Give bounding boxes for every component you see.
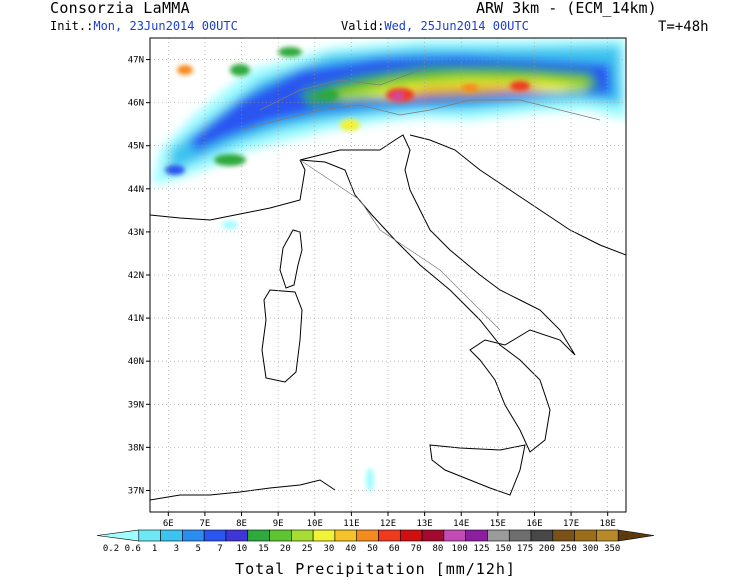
lon-tick-label: 13E: [416, 519, 432, 529]
lon-tick-label: 6E: [163, 519, 174, 529]
lat-tick-label: 47N: [128, 56, 144, 66]
colorbar-level-label: 60: [389, 544, 400, 554]
colorbar-level-label: 80: [432, 544, 443, 554]
colorbar-swatch: [552, 529, 575, 542]
colorbar-level-label: 20: [280, 544, 291, 554]
init-label: Init.:: [50, 19, 94, 33]
colorbar-level-label: 1: [152, 544, 157, 554]
lon-tick-label: 7E: [200, 519, 211, 529]
colorbar-level-label: 10: [236, 544, 247, 554]
colorbar-level-label: 150: [495, 544, 511, 554]
colorbar-level-label: 300: [582, 544, 598, 554]
colorbar-swatch: [225, 529, 249, 542]
colorbar-level-label: 7: [217, 544, 222, 554]
colorbar-swatch: [487, 529, 510, 542]
gridlines: [150, 38, 626, 512]
lat-tick-label: 41N: [128, 314, 144, 324]
colorbar-swatch: [312, 529, 336, 542]
axis-ticks: 6E 7E 8E 9E 10E 11E 12E 13E 14E 15E 16E 17E 18E 47N 46…: [128, 56, 616, 529]
colorbar-swatch: [530, 529, 554, 542]
colorbar-swatch: [508, 529, 532, 542]
colorbar-level-label: 100: [452, 544, 468, 554]
precip-field: [152, 38, 626, 492]
init-value: Mon, 23Jun2014 00UTC: [93, 19, 238, 33]
lat-tick-label: 38N: [128, 443, 144, 453]
lat-tick-label: 43N: [128, 228, 144, 238]
lon-tick-label: 16E: [526, 519, 542, 529]
valid-value: Wed, 25Jun2014 00UTC: [384, 19, 529, 33]
colorbar-swatch: [96, 529, 140, 542]
lat-tick-label: 44N: [128, 185, 144, 195]
colorbar-level-label: 125: [473, 544, 489, 554]
colorbar-level-label: 200: [539, 544, 555, 554]
colorbar-swatch: [399, 529, 423, 542]
lon-tick-label: 14E: [453, 519, 469, 529]
lat-tick-label: 42N: [128, 271, 144, 281]
colorbar-level-label: 0.6: [125, 544, 141, 554]
colorbar-level-label: 25: [302, 544, 313, 554]
colorbar-title: Total Precipitation [mm/12h]: [235, 560, 516, 578]
lat-tick-label: 37N: [128, 486, 144, 496]
lat-tick-label: 40N: [128, 357, 144, 367]
colorbar-level-label: 175: [517, 544, 533, 554]
colorbar-swatch: [247, 529, 270, 542]
init-time: Init.:Mon, 23Jun2014 00UTC: [50, 20, 238, 32]
organization-title: Consorzia LaMMA: [50, 0, 190, 17]
lat-tick-label: 39N: [128, 400, 144, 410]
model-title: ARW 3km - (ECM_14km): [476, 0, 657, 17]
lon-tick-label: 8E: [236, 519, 247, 529]
colorbar-swatch: [465, 529, 488, 542]
lon-tick-label: 10E: [307, 519, 323, 529]
valid-label: Valid:: [341, 19, 385, 33]
valid-time: Valid:Wed, 25Jun2014 00UTC: [341, 20, 529, 32]
lon-tick-label: 15E: [490, 519, 506, 529]
lat-tick-label: 46N: [128, 99, 144, 109]
colorbar-level-label: 40: [345, 544, 356, 554]
lon-tick-label: 17E: [563, 519, 579, 529]
colorbar-swatch: [356, 529, 379, 542]
forecast-step: T=+48h: [658, 19, 709, 35]
coastlines: [150, 134, 626, 501]
lon-tick-label: 11E: [343, 519, 359, 529]
colorbar-swatch: [596, 529, 619, 542]
colorbar-swatch: [421, 529, 445, 542]
colorbar-level-label: 15: [258, 544, 269, 554]
lon-tick-label: 18E: [600, 519, 616, 529]
colorbar-swatch: [574, 529, 597, 542]
colorbar-level-label: 250: [560, 544, 576, 554]
colorbar-level-label: 3: [174, 544, 179, 554]
colorbar-level-label: 50: [367, 544, 378, 554]
colorbar: 0.2 0.6 1 3 5 7 10 15 20 25 30 40 50 60 70 80 100 125 150 1…: [96, 529, 655, 554]
colorbar-level-label: 350: [604, 544, 620, 554]
lon-tick-label: 9E: [273, 519, 284, 529]
colorbar-swatch: [269, 529, 292, 542]
colorbar-swatch: [334, 529, 358, 542]
colorbar-swatch: [617, 529, 655, 542]
colorbar-level-label: 0.2: [103, 544, 119, 554]
borders: [239, 69, 601, 331]
colorbar-swatch: [182, 529, 205, 542]
lon-tick-label: 12E: [380, 519, 396, 529]
colorbar-swatch: [378, 529, 401, 542]
colorbar-swatch: [160, 529, 183, 542]
colorbar-swatch: [443, 529, 466, 542]
colorbar-level-label: 30: [323, 544, 334, 554]
colorbar-swatch: [291, 529, 314, 542]
lat-tick-label: 45N: [128, 142, 144, 152]
colorbar-level-label: 5: [195, 544, 200, 554]
colorbar-swatch: [203, 529, 227, 542]
colorbar-swatch: [138, 529, 161, 542]
colorbar-level-label: 70: [411, 544, 422, 554]
